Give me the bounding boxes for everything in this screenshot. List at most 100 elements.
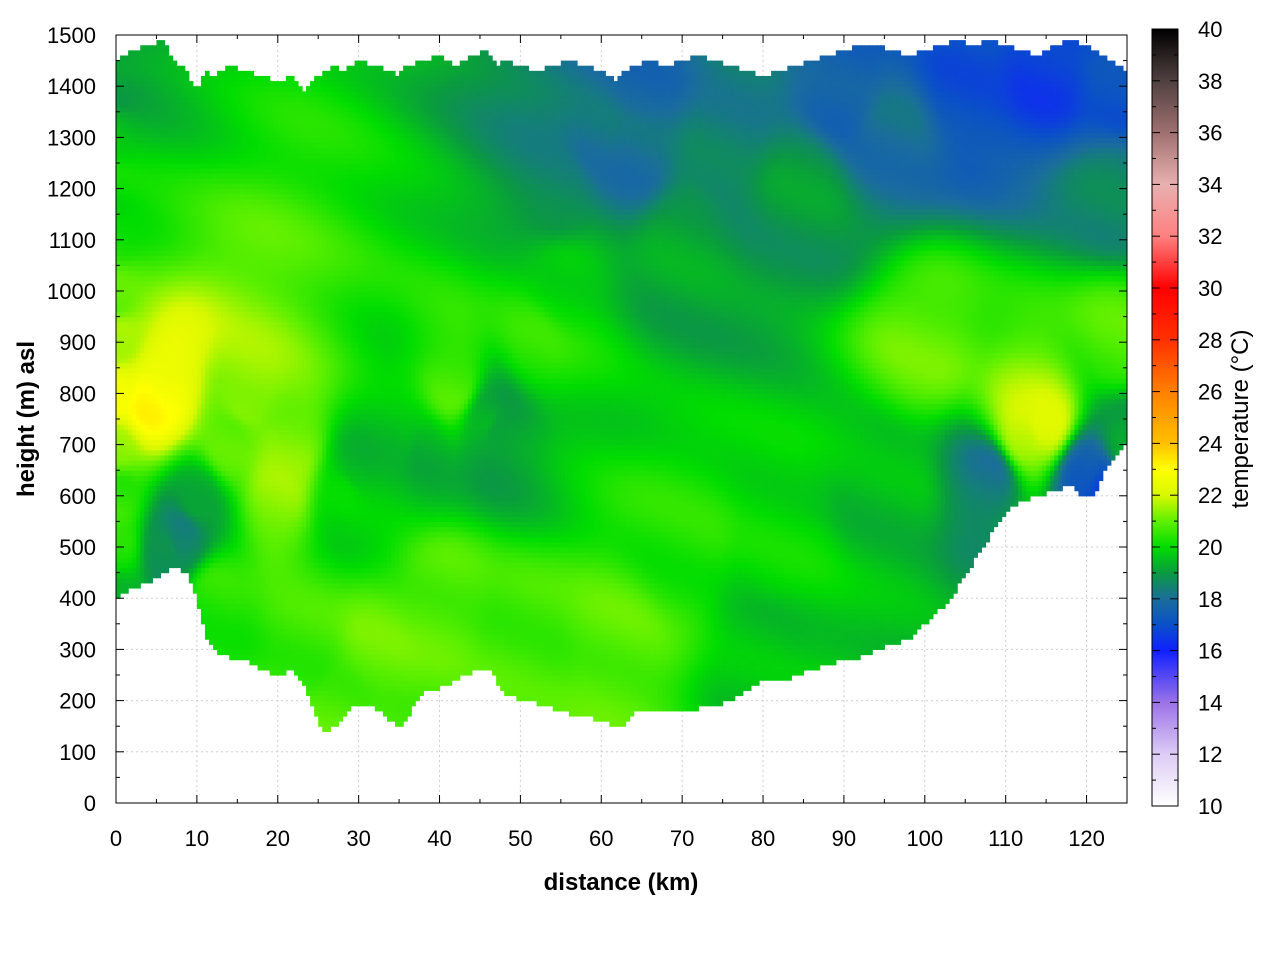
heatmap-cell: [258, 96, 263, 102]
heatmap-cell: [136, 66, 141, 72]
heatmap-cell: [213, 306, 218, 312]
heatmap-cell: [266, 204, 271, 210]
heatmap-cell: [266, 578, 271, 584]
heatmap-cell: [278, 317, 283, 323]
heatmap-cell: [209, 480, 214, 486]
heatmap-cell: [274, 250, 279, 256]
heatmap-cell: [152, 311, 157, 317]
heatmap-cell: [136, 583, 141, 589]
heatmap-cell: [160, 399, 165, 405]
heatmap-cell: [136, 250, 141, 256]
heatmap-cell: [160, 81, 165, 87]
heatmap-cell: [165, 455, 170, 461]
heatmap-cell: [245, 393, 250, 399]
heatmap-cell: [140, 281, 145, 287]
heatmap-cell: [132, 296, 137, 302]
heatmap-cell: [160, 199, 165, 205]
heatmap-cell: [233, 132, 238, 138]
heatmap-cell: [282, 337, 287, 343]
heatmap-cell: [274, 194, 279, 200]
heatmap-cell: [148, 102, 153, 108]
heatmap-cell: [144, 91, 149, 97]
heatmap-cell: [152, 230, 157, 236]
heatmap-cell: [241, 230, 246, 236]
heatmap-cell: [165, 189, 170, 195]
heatmap-cell: [233, 301, 238, 307]
heatmap-cell: [132, 199, 137, 205]
heatmap-cell: [274, 337, 279, 343]
heatmap-cell: [217, 81, 222, 87]
heatmap-cell: [205, 429, 210, 435]
heatmap-cell: [213, 214, 218, 220]
heatmap-cell: [221, 286, 226, 292]
heatmap-cell: [148, 337, 153, 343]
heatmap-cell: [237, 137, 242, 143]
heatmap-cell: [225, 501, 230, 507]
heatmap-cell: [286, 665, 291, 671]
heatmap-cell: [221, 173, 226, 179]
heatmap-cell: [270, 665, 275, 671]
heatmap-cell: [278, 670, 283, 676]
heatmap-cell: [274, 516, 279, 522]
heatmap-cell: [225, 317, 230, 323]
heatmap-cell: [266, 624, 271, 630]
heatmap-cell: [262, 337, 267, 343]
heatmap-cell: [189, 399, 194, 405]
heatmap-cell: [266, 306, 271, 312]
heatmap-cell: [189, 148, 194, 154]
heatmap-cell: [262, 76, 267, 82]
heatmap-cell: [148, 475, 153, 481]
heatmap-cell: [173, 250, 178, 256]
heatmap-cell: [193, 107, 198, 113]
heatmap-cell: [233, 342, 238, 348]
heatmap-cell: [201, 455, 206, 461]
heatmap-cell: [209, 434, 214, 440]
heatmap-cell: [225, 383, 230, 389]
heatmap-cell: [177, 516, 182, 522]
heatmap-cell: [249, 634, 254, 640]
heatmap-cell: [189, 373, 194, 379]
heatmap-cell: [148, 219, 153, 225]
heatmap-cell: [233, 547, 238, 553]
heatmap-cell: [237, 337, 242, 343]
heatmap-cell: [144, 230, 149, 236]
heatmap-cell: [132, 66, 137, 72]
heatmap-cell: [136, 96, 141, 102]
heatmap-cell: [169, 209, 174, 215]
heatmap-cell: [128, 475, 133, 481]
heatmap-cell: [136, 573, 141, 579]
heatmap-cell: [221, 178, 226, 184]
heatmap-cell: [181, 337, 186, 343]
heatmap-cell: [237, 214, 242, 220]
heatmap-cell: [189, 286, 194, 292]
heatmap-cell: [249, 76, 254, 82]
heatmap-cell: [116, 537, 121, 543]
heatmap-cell: [233, 214, 238, 220]
heatmap-cell: [237, 644, 242, 650]
heatmap-cell: [258, 455, 263, 461]
heatmap-cell: [217, 634, 222, 640]
heatmap-cell: [116, 547, 121, 553]
heatmap-cell: [241, 608, 246, 614]
heatmap-cell: [169, 137, 174, 143]
heatmap-cell: [144, 516, 149, 522]
heatmap-cell: [254, 521, 259, 527]
heatmap-cell: [136, 71, 141, 77]
heatmap-cell: [128, 122, 133, 128]
heatmap-cell: [274, 639, 279, 645]
heatmap-cell: [140, 122, 145, 128]
heatmap-cell: [217, 588, 222, 594]
heatmap-cell: [229, 496, 234, 502]
heatmap-cell: [241, 439, 246, 445]
heatmap-cell: [177, 337, 182, 343]
heatmap-cell: [270, 189, 275, 195]
heatmap-cell: [205, 424, 210, 430]
heatmap-cell: [270, 429, 275, 435]
heatmap-cell: [124, 358, 129, 364]
heatmap-cell: [156, 388, 161, 394]
heatmap-cell: [237, 368, 242, 374]
heatmap-cell: [266, 388, 271, 394]
heatmap-cell: [148, 183, 153, 189]
heatmap-cell: [266, 368, 271, 374]
heatmap-cell: [225, 424, 230, 430]
